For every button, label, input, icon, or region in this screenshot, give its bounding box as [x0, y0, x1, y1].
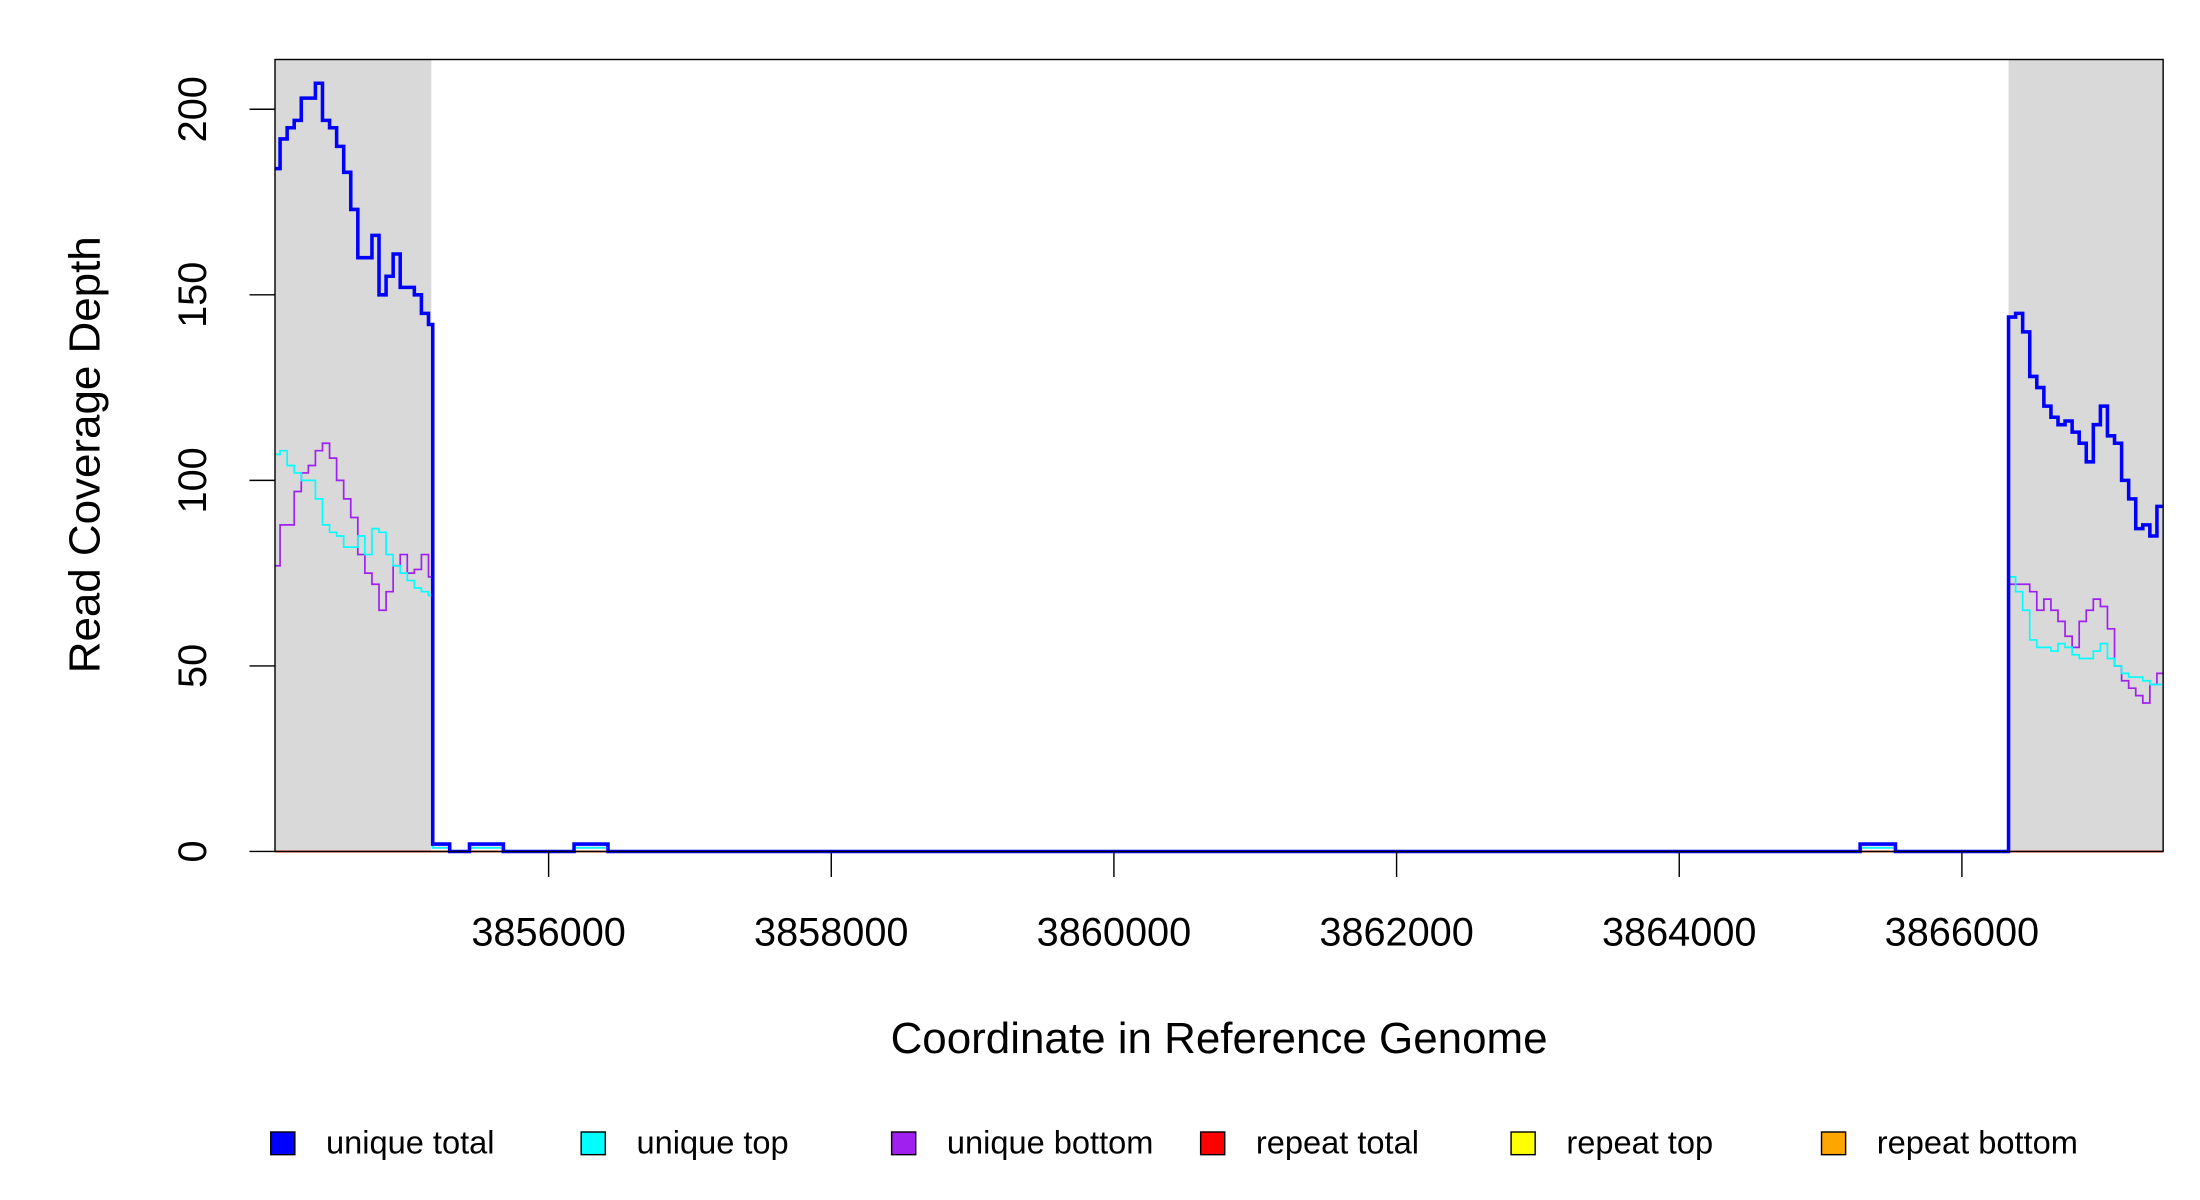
- plot-frame: [274, 58, 2164, 853]
- y-tick-label: 200: [171, 76, 215, 142]
- legend-label: unique bottom: [947, 1123, 1154, 1160]
- y-tick-label: 100: [171, 447, 215, 513]
- x-tick-label: 3858000: [754, 911, 908, 955]
- series-line: [275, 442, 2164, 853]
- legend-label: repeat total: [1256, 1123, 1419, 1160]
- series-line: [275, 449, 2164, 853]
- legend-swatch: [1510, 1131, 1536, 1156]
- x-axis-label: Coordinate in Reference Genome: [891, 1014, 1548, 1063]
- x-tick-label: 3860000: [1037, 911, 1191, 955]
- highlight-region: [275, 59, 432, 852]
- legend-swatch: [580, 1131, 606, 1156]
- legend-label: repeat top: [1566, 1123, 1713, 1160]
- legend-swatch: [1199, 1131, 1226, 1156]
- y-axis-label: Read Coverage Depth: [60, 236, 109, 673]
- x-tick-label: 3856000: [471, 911, 625, 955]
- x-tick-label: 3866000: [1885, 911, 2039, 955]
- legend-label: unique total: [326, 1123, 495, 1160]
- series-line: [275, 81, 2164, 854]
- legend-swatch: [1820, 1131, 1847, 1156]
- x-tick-label: 3864000: [1602, 911, 1756, 955]
- legend-swatch: [890, 1131, 917, 1156]
- x-tick-label: 3862000: [1319, 911, 1473, 955]
- y-tick-label: 150: [171, 262, 215, 328]
- legend-label: repeat bottom: [1877, 1123, 2078, 1160]
- legend-label: unique top: [636, 1123, 788, 1160]
- y-tick-label: 0: [171, 840, 215, 862]
- y-tick-label: 50: [171, 644, 215, 688]
- legend-swatch: [270, 1131, 296, 1156]
